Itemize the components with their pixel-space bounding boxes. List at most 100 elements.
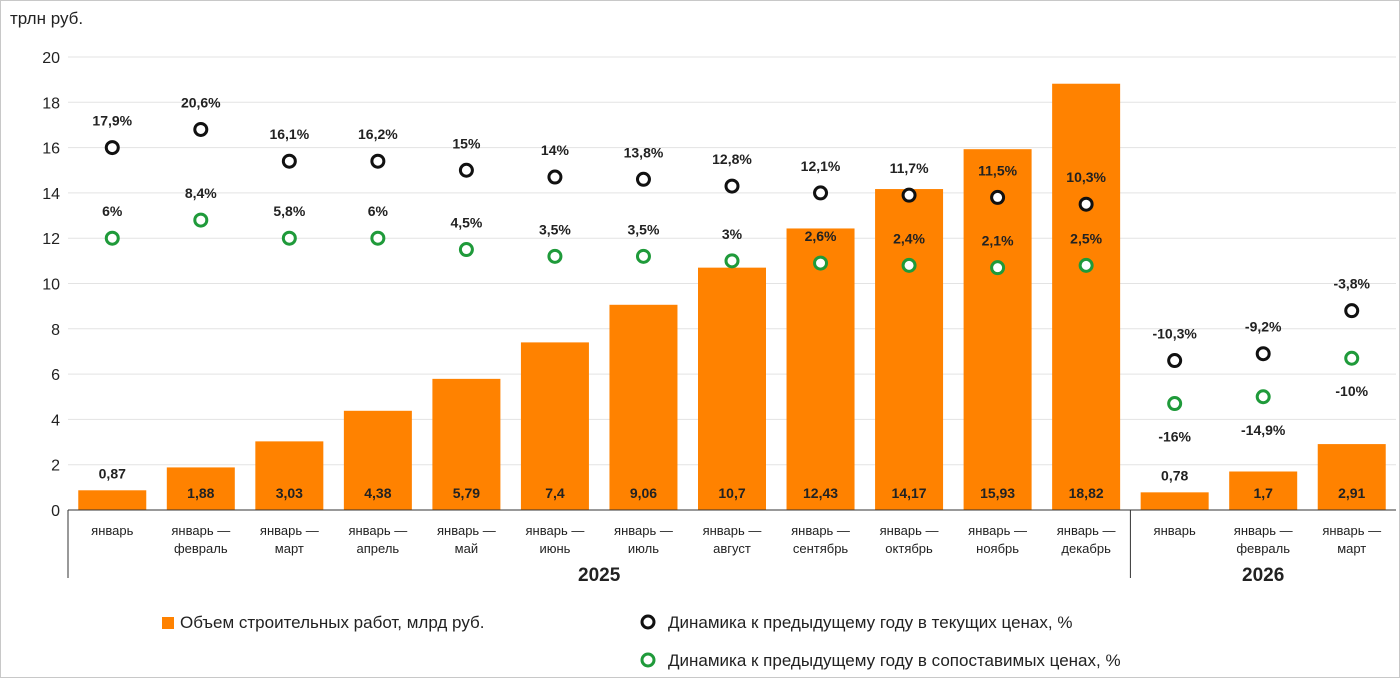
x-axis: январь январь — февраль январь — март январь … bbox=[67, 509, 1396, 586]
current-price-label: 16,2% bbox=[358, 126, 398, 142]
x-category-label: июль bbox=[628, 541, 659, 556]
current-price-label: 10,3% bbox=[1066, 169, 1106, 185]
comparable-price-marker bbox=[1078, 257, 1094, 273]
x-category-label: август bbox=[713, 541, 751, 556]
y-tick-label: 14 bbox=[42, 186, 60, 203]
comparable-price-marker bbox=[1255, 389, 1271, 405]
comparable-price-label: -14,9% bbox=[1241, 422, 1286, 438]
bar bbox=[1229, 471, 1298, 510]
bar bbox=[1140, 492, 1209, 510]
current-price-marker bbox=[724, 178, 740, 194]
bar-value-label: 15,93 bbox=[980, 485, 1015, 501]
current-price-marker bbox=[990, 189, 1006, 205]
y-tick-label: 20 bbox=[42, 50, 60, 67]
bar bbox=[609, 304, 678, 510]
gridlines bbox=[68, 56, 1396, 466]
current-price-label: 17,9% bbox=[92, 113, 132, 129]
bar bbox=[786, 228, 855, 510]
current-price-marker bbox=[104, 140, 120, 156]
bar bbox=[875, 189, 944, 510]
bar-value-label: 14,17 bbox=[892, 485, 927, 501]
comparable-price-marker bbox=[370, 230, 386, 246]
current-price-marker bbox=[1078, 196, 1094, 212]
x-category-label: май bbox=[455, 541, 478, 556]
comparable-price-marker bbox=[635, 248, 651, 264]
legend-current-marker-icon bbox=[640, 614, 656, 630]
legend: Объем строительных работ, млрд руб. Дина… bbox=[162, 613, 1121, 670]
y-tick-label: 10 bbox=[42, 277, 60, 294]
x-category-label: январь — bbox=[348, 523, 407, 538]
comparable-price-marker bbox=[724, 253, 740, 269]
comparable-price-label: 3,5% bbox=[539, 221, 571, 237]
bar bbox=[166, 467, 235, 510]
bar-value-label: 1,88 bbox=[187, 485, 214, 501]
bar-value-label: 4,38 bbox=[364, 485, 391, 501]
current-price-marker bbox=[1255, 346, 1271, 362]
comparable-price-marker bbox=[901, 257, 917, 273]
bars: 0,87 1,88 3,03 4,38 5,79 7,4 9,06 10,7 12,43 14,1… bbox=[78, 83, 1386, 511]
group-year-label: 2026 bbox=[1242, 565, 1284, 586]
bar-value-label: 7,4 bbox=[545, 485, 565, 501]
current-price-label: -10,3% bbox=[1152, 326, 1197, 342]
x-category-label: сентябрь bbox=[793, 541, 849, 556]
comparable-price-label: 6% bbox=[102, 203, 123, 219]
x-category-label: апрель bbox=[357, 541, 400, 556]
comparable-price-marker bbox=[547, 248, 563, 264]
bar bbox=[78, 490, 147, 510]
y-tick-label: 18 bbox=[42, 95, 60, 112]
bar bbox=[520, 342, 589, 510]
bar-value-label: 1,7 bbox=[1253, 485, 1273, 501]
y-tick-label: 12 bbox=[42, 231, 60, 248]
current-price-label: 13,8% bbox=[624, 144, 664, 160]
current-price-marker bbox=[370, 153, 386, 169]
current-price-label: 15% bbox=[452, 135, 481, 151]
bar-value-label: 2,91 bbox=[1338, 485, 1365, 501]
bar-value-label: 9,06 bbox=[630, 485, 657, 501]
x-category-label: январь — bbox=[1322, 523, 1381, 538]
comparable-price-label: 2,6% bbox=[805, 228, 837, 244]
bar bbox=[963, 149, 1032, 511]
comparable-price-marker bbox=[1344, 350, 1360, 366]
comparable-price-marker bbox=[458, 242, 474, 258]
current-price-label: 20,6% bbox=[181, 94, 221, 110]
current-price-label: 12,8% bbox=[712, 151, 752, 167]
legend-bar-label: Объем строительных работ, млрд руб. bbox=[180, 613, 484, 632]
current-price-marker bbox=[547, 169, 563, 185]
x-category-label: январь bbox=[1154, 523, 1196, 538]
bar bbox=[255, 441, 324, 510]
bar bbox=[698, 267, 766, 510]
x-category-label: декабрь bbox=[1061, 541, 1111, 556]
legend-bar-swatch bbox=[162, 617, 174, 629]
comparable-price-label: -16% bbox=[1158, 429, 1191, 445]
y-tick-label: 8 bbox=[51, 322, 60, 339]
comparable-price-label: 2,1% bbox=[982, 233, 1014, 249]
y-tick-label: 6 bbox=[51, 367, 60, 384]
bar-value-label: 0,78 bbox=[1161, 467, 1188, 483]
x-category-label: январь — bbox=[703, 523, 762, 538]
bar bbox=[343, 410, 412, 510]
y-tick-label: 0 bbox=[51, 503, 60, 520]
x-category-label: февраль bbox=[174, 541, 228, 556]
bar-value-label: 5,79 bbox=[453, 485, 480, 501]
x-category-label: январь — bbox=[1057, 523, 1116, 538]
comparable-price-label: 4,5% bbox=[450, 215, 482, 231]
comparable-price-label: 2,4% bbox=[893, 230, 925, 246]
x-category-label: январь — bbox=[171, 523, 230, 538]
current-price-marker bbox=[281, 153, 297, 169]
bar bbox=[1317, 444, 1386, 510]
comparable-price-marker bbox=[1167, 396, 1183, 412]
markers: 17,9% 6% 20,6% 8,4% 16,1% 5,8% 16,2% 6% 15% 4,5% 1… bbox=[92, 94, 1370, 444]
comparable-price-label: 3% bbox=[722, 226, 743, 242]
x-category-label: март bbox=[275, 541, 304, 556]
group-year-label: 2025 bbox=[578, 565, 621, 586]
comparable-price-label: 2,5% bbox=[1070, 230, 1102, 246]
x-category-label: январь — bbox=[968, 523, 1027, 538]
current-price-label: 16,1% bbox=[269, 126, 309, 142]
bar bbox=[1052, 83, 1121, 511]
y-tick-label: 16 bbox=[42, 141, 60, 158]
comparable-price-label: -10% bbox=[1335, 383, 1368, 399]
current-price-label: -3,8% bbox=[1333, 276, 1370, 292]
y-axis-unit-label: трлн руб. bbox=[10, 9, 83, 28]
x-category-label: январь — bbox=[880, 523, 939, 538]
